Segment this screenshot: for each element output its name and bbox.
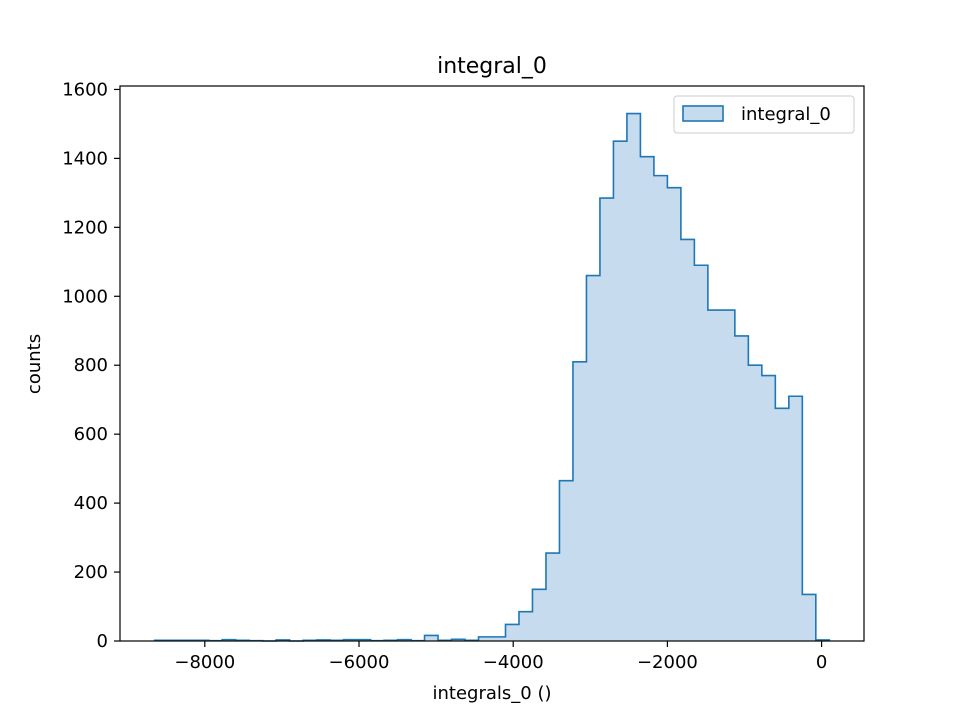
histogram-bar [505,624,520,641]
histogram-bar [748,365,763,641]
histogram-bar [478,636,493,641]
histogram-bar [518,611,533,641]
histogram-bar [734,335,749,641]
histogram-bar [640,156,655,641]
y-axis-label: counts [24,334,45,394]
histogram-bar [653,175,668,642]
plot-frame [119,85,865,642]
y-axis-ticks: 0 200 400 600 800 1000 1200 1400 1600 [62,79,120,652]
x-axis-ticks: −8000 −6000 −4000 −2000 0 [174,641,827,673]
x-tick-label: 0 [816,652,827,673]
y-tick-label: 1000 [62,286,108,307]
histogram-bar [532,589,547,641]
histogram-bar [626,113,641,641]
histogram-bar [788,396,803,641]
y-tick-label: 400 [74,493,108,514]
histogram-bar [559,480,574,641]
x-tick-label: −2000 [637,652,698,673]
y-tick-label: 800 [74,355,108,376]
histogram-bar [572,361,587,641]
histogram-bar [775,408,790,641]
histogram-bar [707,310,722,641]
y-tick-label: 600 [74,424,108,445]
x-tick-label: −8000 [174,652,235,673]
y-tick-label: 200 [74,562,108,583]
histogram-bar [613,141,628,641]
x-axis-label: integrals_0 () [433,683,552,704]
histogram-outline [153,112,831,642]
chart-title: integral_0 [437,54,547,79]
histogram-bar [667,187,682,641]
x-tick-label: −6000 [329,652,390,673]
histogram-bar [451,639,466,641]
y-tick-label: 1200 [62,217,108,238]
histogram-bar [680,239,695,641]
histogram-bar [545,553,560,641]
histogram-bars [154,113,830,642]
histogram-bar [694,265,709,641]
histogram-bar [424,635,439,641]
histogram-bar [586,275,601,641]
y-tick-label: 1600 [62,79,108,100]
y-tick-label: 0 [97,631,108,652]
y-tick-label: 1400 [62,148,108,169]
legend: integral_0 [673,95,855,134]
histogram-bar [802,594,817,641]
x-tick-label: −4000 [483,652,544,673]
legend-label: integral_0 [741,104,831,125]
histogram-bar [721,310,736,641]
histogram-bar [761,375,776,641]
legend-swatch [682,105,724,122]
histogram-bar [492,636,506,641]
histogram-bar [599,198,614,641]
